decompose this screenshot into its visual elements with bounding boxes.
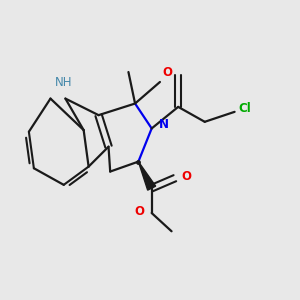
Text: O: O: [163, 66, 173, 79]
Text: Cl: Cl: [239, 102, 251, 116]
Text: N: N: [159, 118, 169, 131]
Text: NH: NH: [55, 76, 73, 89]
Polygon shape: [138, 162, 156, 190]
Text: O: O: [134, 205, 144, 218]
Text: O: O: [182, 170, 192, 183]
